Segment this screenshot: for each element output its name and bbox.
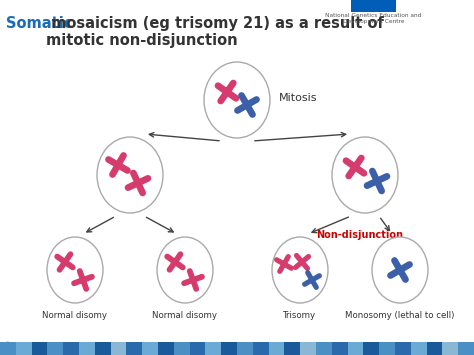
Ellipse shape <box>157 237 213 303</box>
Text: © 2009 NHS National Genetics Education and Development Centre: © 2009 NHS National Genetics Education a… <box>5 342 182 348</box>
Text: Normal disomy: Normal disomy <box>43 311 108 320</box>
Ellipse shape <box>204 62 270 138</box>
Text: Monosomy (lethal to cell): Monosomy (lethal to cell) <box>346 311 455 320</box>
Text: mosaicism (eg trisomy 21) as a result of
mitotic non-disjunction: mosaicism (eg trisomy 21) as a result of… <box>46 16 383 48</box>
Text: Somatic: Somatic <box>6 16 73 31</box>
Text: Genetics and Genomics for Healthcare
www.geneticseducation.nhs.uk: Genetics and Genomics for Healthcare www… <box>367 342 469 353</box>
Ellipse shape <box>372 237 428 303</box>
Text: Mitosis: Mitosis <box>279 93 318 103</box>
Text: Normal disomy: Normal disomy <box>153 311 218 320</box>
Ellipse shape <box>272 237 328 303</box>
Text: Trisomy: Trisomy <box>283 311 317 320</box>
Ellipse shape <box>332 137 398 213</box>
Text: Non-disjunction: Non-disjunction <box>317 230 403 240</box>
Ellipse shape <box>47 237 103 303</box>
Text: NHS: NHS <box>358 0 388 12</box>
Text: National Genetics Education and
Development Centre: National Genetics Education and Developm… <box>325 13 421 24</box>
Ellipse shape <box>97 137 163 213</box>
